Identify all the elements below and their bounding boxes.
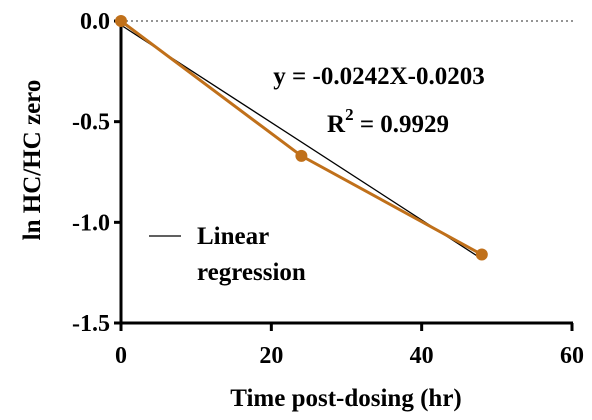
x-tick-label: 40 — [410, 343, 434, 369]
x-tick-label: 0 — [115, 343, 127, 369]
r-squared-prefix: R — [327, 111, 346, 138]
y-tick-label: -0.5 — [72, 110, 110, 136]
x-tick-label: 60 — [560, 343, 584, 369]
series-points — [115, 15, 488, 261]
legend-label-line2: regression — [197, 259, 306, 286]
r-squared-value: = 0.9929 — [354, 111, 450, 138]
x-ticks: 0 20 40 60 — [115, 323, 584, 369]
x-axis-title: Time post-dosing (hr) — [230, 385, 462, 412]
x-tick-label: 20 — [259, 343, 283, 369]
r-squared-label: R2 = 0.9929 — [327, 105, 449, 138]
regression-equation: y = -0.0242X-0.0203 — [273, 63, 484, 90]
y-tick-label: 0.0 — [80, 9, 110, 35]
y-ticks: 0.0 -0.5 -1.0 -1.5 — [72, 9, 121, 337]
data-point — [115, 15, 127, 27]
y-tick-label: -1.0 — [72, 210, 110, 236]
y-tick-label: -1.5 — [72, 311, 110, 337]
data-point — [295, 149, 308, 162]
legend-label-line1: Linear — [197, 223, 269, 250]
y-axis-title: ln HC/HC zero — [19, 80, 46, 241]
data-point — [475, 248, 488, 261]
r-squared-superscript: 2 — [345, 105, 354, 124]
